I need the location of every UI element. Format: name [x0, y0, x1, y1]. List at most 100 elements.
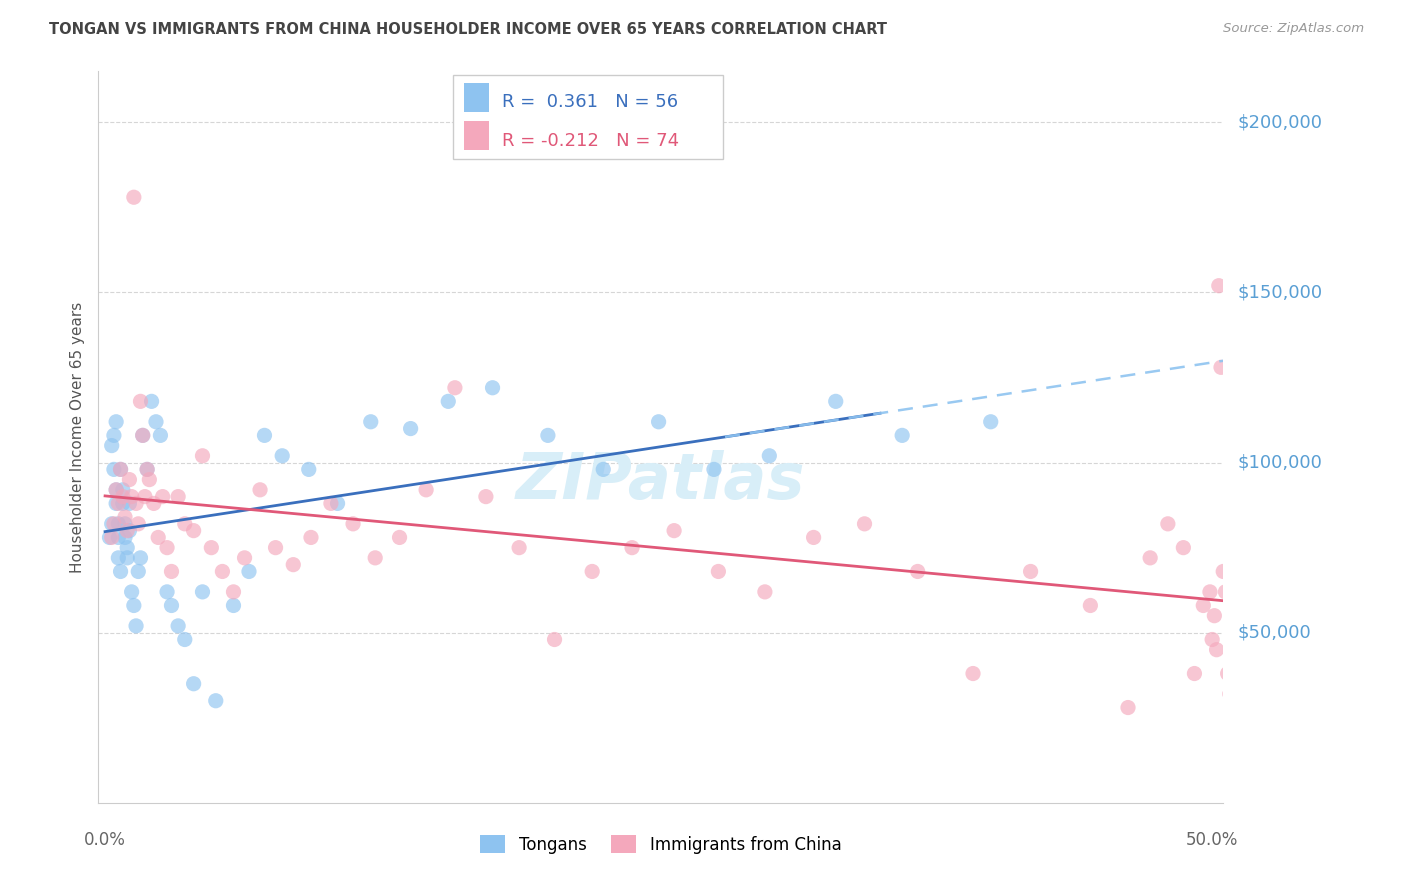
Point — [222, 585, 245, 599]
Point — [1225, 700, 1247, 714]
Point — [1080, 599, 1102, 613]
Point — [105, 483, 128, 497]
Point — [298, 462, 321, 476]
Point — [131, 428, 153, 442]
Point — [103, 516, 125, 531]
Point — [122, 599, 145, 613]
Text: $200,000: $200,000 — [1237, 113, 1322, 131]
Point — [114, 531, 136, 545]
Point — [131, 428, 153, 442]
Point — [481, 381, 503, 395]
Point — [399, 421, 422, 435]
Point — [183, 524, 205, 538]
Point — [100, 516, 122, 531]
Text: Source: ZipAtlas.com: Source: ZipAtlas.com — [1223, 22, 1364, 36]
Point — [537, 428, 560, 442]
Point — [1208, 278, 1230, 293]
Point — [138, 473, 160, 487]
Point — [122, 190, 145, 204]
Point — [103, 462, 125, 476]
Point — [136, 462, 159, 476]
Point — [160, 599, 183, 613]
Point — [105, 496, 128, 510]
Point — [1204, 608, 1226, 623]
Text: ZIPatlas: ZIPatlas — [516, 450, 806, 512]
Text: $150,000: $150,000 — [1237, 284, 1322, 301]
Point — [853, 516, 876, 531]
Bar — [453, 75, 723, 159]
Point — [1199, 585, 1222, 599]
Point — [142, 496, 165, 510]
Point — [543, 632, 565, 647]
Point — [1215, 585, 1237, 599]
Point — [758, 449, 780, 463]
Point — [98, 531, 121, 545]
Point — [111, 483, 134, 497]
Point — [1184, 666, 1206, 681]
Point — [129, 394, 152, 409]
Point — [1216, 666, 1239, 681]
Point — [253, 428, 276, 442]
Point — [110, 462, 132, 476]
Point — [127, 516, 149, 531]
Point — [125, 619, 148, 633]
Text: 0.0%: 0.0% — [84, 830, 127, 848]
Point — [115, 524, 138, 538]
Point — [118, 496, 141, 510]
Point — [1139, 550, 1161, 565]
Point — [581, 565, 603, 579]
Point — [103, 428, 125, 442]
Point — [662, 524, 685, 538]
Point — [167, 619, 190, 633]
Point — [360, 415, 382, 429]
Bar — [464, 121, 489, 151]
Point — [962, 666, 984, 681]
Point — [707, 565, 730, 579]
Point — [283, 558, 305, 572]
Point — [127, 565, 149, 579]
Point — [803, 531, 825, 545]
Point — [388, 531, 411, 545]
Point — [118, 473, 141, 487]
Point — [1219, 687, 1241, 701]
Point — [129, 550, 152, 565]
Point — [415, 483, 437, 497]
Point — [100, 531, 122, 545]
Point — [824, 394, 846, 409]
Point — [114, 516, 136, 531]
Point — [121, 490, 143, 504]
Text: R = -0.212   N = 74: R = -0.212 N = 74 — [502, 132, 679, 150]
Point — [115, 550, 138, 565]
Point — [121, 585, 143, 599]
Point — [156, 585, 179, 599]
Point — [107, 550, 129, 565]
Point — [100, 439, 122, 453]
Point — [1201, 632, 1223, 647]
Point — [1223, 687, 1246, 701]
Point — [475, 490, 498, 504]
Bar — [464, 83, 489, 112]
Point — [264, 541, 287, 555]
Point — [1220, 585, 1243, 599]
Point — [1173, 541, 1195, 555]
Point — [173, 516, 195, 531]
Point — [271, 449, 294, 463]
Text: R =  0.361   N = 56: R = 0.361 N = 56 — [502, 94, 678, 112]
Point — [183, 677, 205, 691]
Point — [204, 694, 226, 708]
Point — [156, 541, 179, 555]
Point — [326, 496, 349, 510]
Point — [110, 462, 132, 476]
Point — [1116, 700, 1139, 714]
Point — [222, 599, 245, 613]
Point — [152, 490, 174, 504]
Point — [134, 490, 156, 504]
Point — [148, 531, 170, 545]
Point — [437, 394, 460, 409]
Point — [105, 483, 128, 497]
Point — [1157, 516, 1180, 531]
Point — [107, 496, 129, 510]
Point — [167, 490, 190, 504]
Point — [136, 462, 159, 476]
Point — [115, 541, 138, 555]
